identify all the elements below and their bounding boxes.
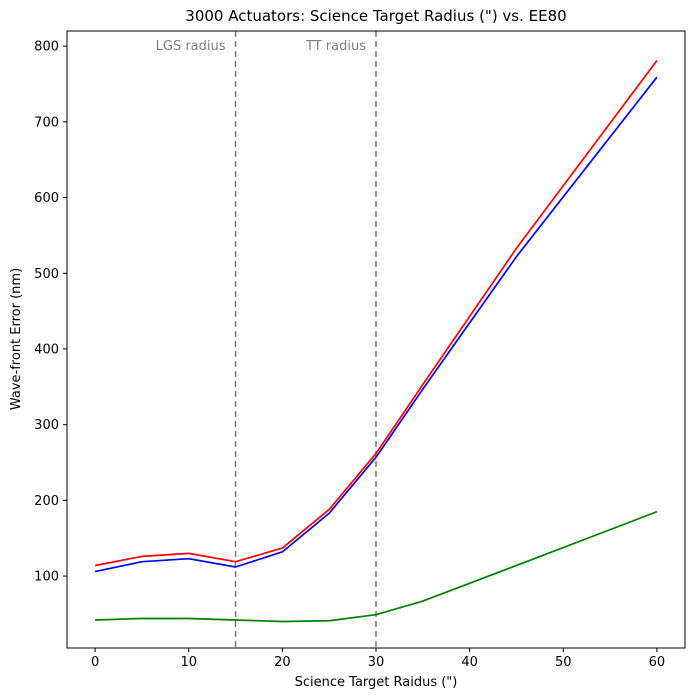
y-tick-label: 100: [34, 570, 59, 585]
y-axis-label: Wave-front Error (nm): [9, 268, 24, 410]
chart-title: 3000 Actuators: Science Target Radius ("…: [185, 7, 566, 25]
y-tick-label: 200: [34, 494, 59, 509]
plot-area: LGS radius TT radius 0 10 20 30 40 50 60 100 200 30…: [34, 30, 686, 670]
y-tick-label: 400: [34, 342, 59, 357]
y-tick-label: 600: [34, 191, 59, 206]
y-tick-label: 500: [34, 267, 59, 282]
reference-line-label-2: TT radius: [305, 39, 366, 54]
y-tick-label: 700: [34, 115, 59, 130]
x-tick-label: 20: [274, 655, 291, 670]
y-tick-label: 800: [34, 40, 59, 55]
x-tick-label: 50: [555, 655, 572, 670]
series-line-2: [94, 76, 658, 573]
x-tick-label: 10: [180, 655, 197, 670]
x-tick-label: 60: [649, 655, 666, 670]
y-tick-label: 300: [34, 418, 59, 433]
series-line-1: [94, 60, 658, 567]
x-tick-label: 40: [461, 655, 478, 670]
series-line-3: [95, 510, 658, 623]
x-tick-label: 30: [368, 655, 385, 670]
x-axis-label: Science Target Raidus ("): [295, 675, 458, 690]
x-tick-label: 0: [91, 655, 99, 670]
reference-line-label-1: LGS radius: [156, 39, 226, 54]
